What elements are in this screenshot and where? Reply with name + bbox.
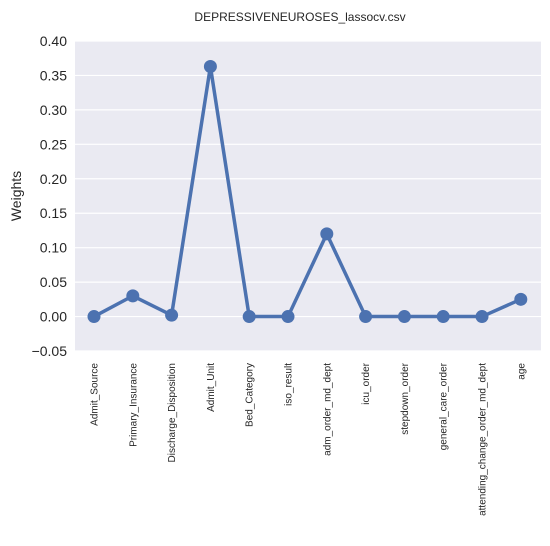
- x-tick-label: iso_result: [284, 363, 295, 406]
- y-tick-label: 0.15: [40, 205, 67, 221]
- y-axis-ticks: −0.05 0.00 0.05 0.10 0.15 0.20 0.25 0.30 0.35 0.4…: [32, 33, 68, 359]
- y-tick-label: 0.10: [40, 240, 67, 256]
- y-tick-label: 0.20: [40, 171, 67, 187]
- data-point: [165, 308, 179, 322]
- y-tick-label: −0.05: [32, 343, 68, 359]
- x-tick-label: age: [516, 363, 527, 380]
- data-point: [281, 310, 295, 324]
- gridlines: [75, 40, 541, 352]
- x-tick-label: attending_change_order_md_dept: [478, 363, 489, 516]
- data-point: [320, 227, 334, 241]
- data-point: [203, 59, 217, 73]
- x-tick-label: Admit_Source: [90, 363, 101, 426]
- data-point: [514, 292, 528, 306]
- y-tick-label: 0.25: [40, 136, 67, 152]
- x-tick-label: adm_order_md_dept: [322, 363, 333, 456]
- x-tick-label: Primary_Insurance: [128, 363, 139, 447]
- x-tick-label: general_care_order: [439, 362, 450, 450]
- data-point: [126, 289, 140, 303]
- data-point: [87, 310, 101, 324]
- y-tick-label: 0.30: [40, 102, 67, 118]
- chart-title: DEPRESSIVENEUROSES_lassocv.csv: [194, 10, 405, 24]
- y-axis-label: Weights: [8, 171, 24, 221]
- x-axis-ticks: Admit_Source Primary_Insurance Discharge_D…: [90, 362, 528, 516]
- data-point: [242, 310, 256, 324]
- x-tick-label: Discharge_Disposition: [167, 363, 178, 463]
- x-tick-label: Bed_Category: [245, 363, 256, 427]
- series-weights: [87, 59, 528, 324]
- x-tick-label: icu_order: [361, 362, 372, 404]
- data-point: [436, 310, 450, 324]
- data-point: [359, 310, 373, 324]
- plot-area: [75, 41, 541, 351]
- y-tick-label: 0.40: [40, 33, 67, 49]
- data-point: [397, 310, 411, 324]
- y-tick-label: 0.00: [40, 309, 67, 325]
- data-point: [475, 310, 489, 324]
- y-tick-label: 0.05: [40, 274, 67, 290]
- y-tick-label: 0.35: [40, 67, 67, 83]
- x-tick-label: stepdown_order: [400, 362, 411, 434]
- x-tick-label: Admit_Unit: [206, 363, 217, 412]
